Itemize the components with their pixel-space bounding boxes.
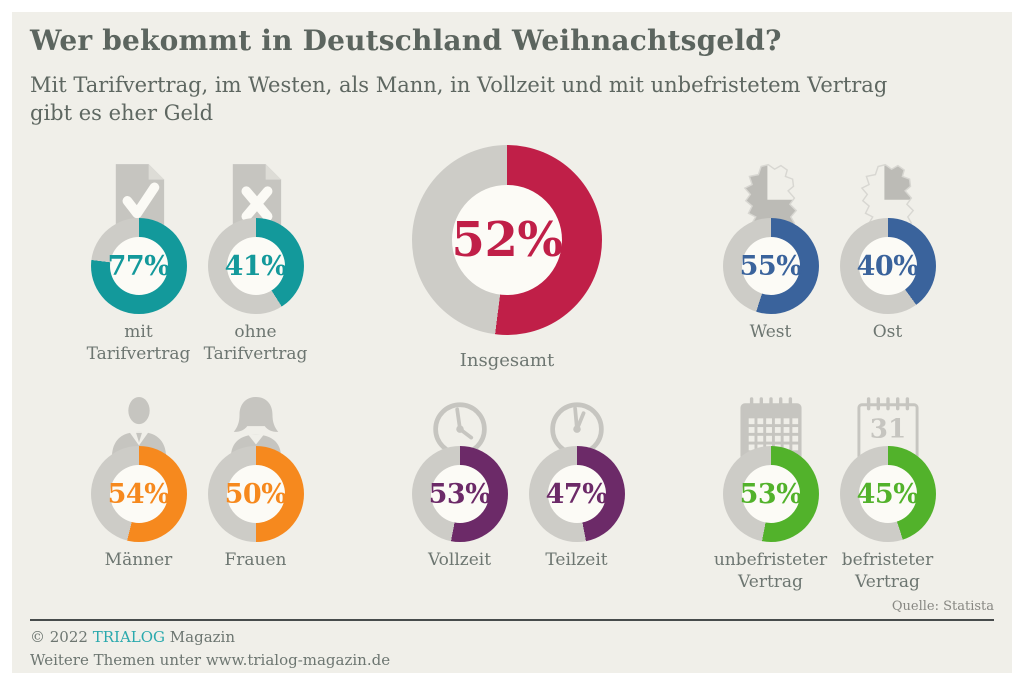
donut-value: 40%: [856, 250, 919, 282]
donut-item: 47% Teilzeit: [518, 390, 635, 571]
donut-value: 53%: [428, 478, 491, 510]
calendar-31-icon: 31: [856, 390, 920, 462]
donut-value: 54%: [107, 478, 170, 510]
brand-name: TRIALOG: [92, 628, 166, 646]
donut-chart: 45%: [839, 446, 936, 542]
page-title: Wer bekommt in Deutschland Weihnachtsgel…: [30, 24, 782, 57]
donut-value: 50%: [224, 478, 287, 510]
donut-label: ohne Tarifvertrag: [203, 322, 308, 365]
copyright-prefix: © 2022: [30, 628, 93, 646]
donut-item: 40% Ost: [829, 162, 946, 343]
footer-divider: [30, 619, 994, 621]
group-vertragsart: 53% unbefristeter Vertrag 31 45% befristeter…: [712, 390, 946, 593]
donut-label: mit Tarifvertrag: [86, 322, 191, 365]
donut-label-insgesamt: Insgesamt: [459, 350, 555, 371]
donut-item: 50% Frauen: [197, 390, 314, 571]
group-tarifvertrag: 77% mit Tarifvertrag 41% ohne Tarifvertrag: [80, 162, 314, 365]
donut-item: 53% unbefristeter Vertrag: [712, 390, 829, 593]
donut-label: Frauen: [224, 550, 287, 570]
page-subtitle: Mit Tarifvertrag, im Westen, als Mann, i…: [30, 73, 888, 125]
donut-chart: 77%: [90, 218, 187, 314]
copyright-line: © 2022 TRIALOG Magazin: [30, 628, 235, 646]
donut-label: befristeter Vertrag: [841, 550, 934, 593]
source-credit: Quelle: Statista: [891, 599, 994, 614]
donut-item: 31 45% befristeter Vertrag: [829, 390, 946, 593]
donut-chart-insgesamt: 52%: [412, 145, 602, 335]
group-geschlecht: 54% Männer 50% Frauen: [80, 390, 314, 571]
donut-label: Männer: [104, 550, 173, 570]
donut-item: 77% mit Tarifvertrag: [80, 162, 197, 365]
document-check-icon: [110, 162, 168, 234]
donut-chart: 54%: [90, 446, 187, 542]
donut-item: 41% ohne Tarifvertrag: [197, 162, 314, 365]
donut-value: 45%: [856, 478, 919, 510]
donut-chart: 47%: [528, 446, 625, 542]
donut-chart: 53%: [722, 446, 819, 542]
donut-label: Vollzeit: [427, 550, 492, 570]
donut-item: 53% Vollzeit: [401, 390, 518, 571]
group-west-ost: 55% West 40% Ost: [712, 162, 946, 343]
donut-value: 47%: [545, 478, 608, 510]
donut-chart: 41%: [207, 218, 304, 314]
svg-text:31: 31: [869, 414, 905, 445]
donut-label: Teilzeit: [545, 550, 608, 570]
donut-chart: 55%: [722, 218, 819, 314]
donut-item-insgesamt: 52% Insgesamt: [412, 145, 602, 372]
donut-value: 77%: [107, 250, 170, 282]
donut-value: 53%: [739, 478, 802, 510]
donut-label: Ost: [872, 322, 903, 342]
more-topics-line: Weitere Themen unter www.trialog-magazin…: [30, 651, 391, 669]
donut-label: unbefristeter Vertrag: [713, 550, 828, 593]
donut-chart: 53%: [411, 446, 508, 542]
infographic-canvas: Wer bekommt in Deutschland Weihnachtsgel…: [12, 12, 1012, 673]
donut-value-insgesamt: 52%: [451, 212, 563, 268]
donut-label: West: [749, 322, 792, 342]
document-x-icon: [227, 162, 285, 234]
donut-value: 41%: [224, 250, 287, 282]
donut-item: 54% Männer: [80, 390, 197, 571]
donut-item: 55% West: [712, 162, 829, 343]
donut-chart: 40%: [839, 218, 936, 314]
donut-chart: 50%: [207, 446, 304, 542]
donut-value: 55%: [739, 250, 802, 282]
copyright-suffix: Magazin: [165, 628, 236, 646]
group-arbeitszeit: 53% Vollzeit 47% Teilzeit: [401, 390, 635, 571]
